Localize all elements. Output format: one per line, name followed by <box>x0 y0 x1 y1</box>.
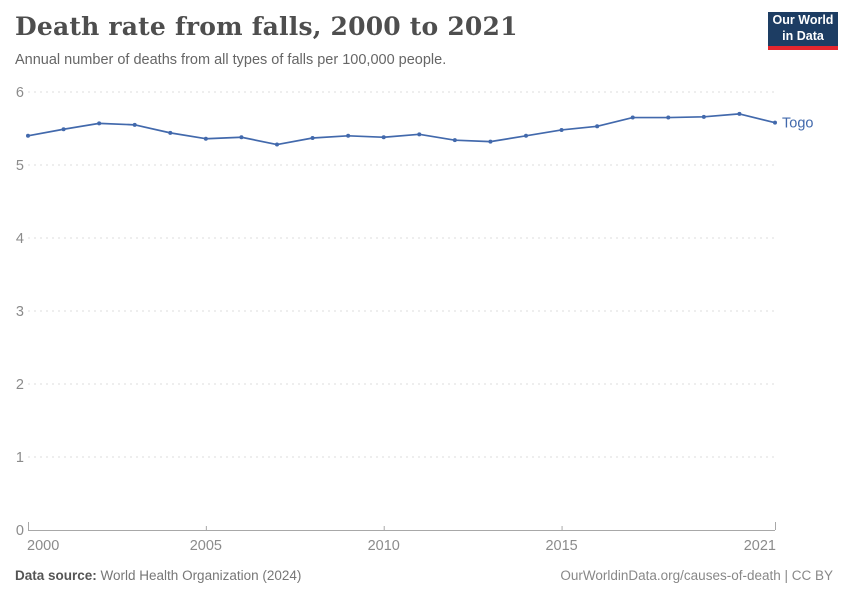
data-source-label: Data source: <box>15 568 97 583</box>
data-point[interactable] <box>26 133 30 138</box>
data-point[interactable] <box>701 114 706 119</box>
data-source-note: Data source: World Health Organization (… <box>15 568 301 583</box>
data-source-text: World Health Organization (2024) <box>96 568 302 583</box>
data-point[interactable] <box>488 139 493 144</box>
data-point[interactable] <box>132 122 137 127</box>
data-point[interactable] <box>452 138 457 143</box>
data-point[interactable] <box>773 120 777 125</box>
y-axis-tick-label: 0 <box>16 523 24 539</box>
y-axis-tick-label: 2 <box>16 377 24 393</box>
data-point[interactable] <box>381 135 386 140</box>
x-axis-tick-label: 2015 <box>545 538 577 554</box>
data-point[interactable] <box>346 133 351 138</box>
data-point[interactable] <box>595 124 600 129</box>
y-axis-tick-label: 5 <box>16 158 24 174</box>
series-line-togo <box>27 113 776 146</box>
data-point[interactable] <box>239 135 244 140</box>
owid-logo[interactable]: Our World in Data <box>768 12 838 50</box>
data-point[interactable] <box>524 133 528 138</box>
data-point[interactable] <box>275 142 279 147</box>
data-point[interactable] <box>417 132 422 137</box>
x-axis-tick-label: 2005 <box>190 538 222 554</box>
series-label-togo[interactable]: Togo <box>782 116 813 132</box>
owid-citation-link[interactable]: OurWorldinData.org/causes-of-death | CC … <box>560 568 833 583</box>
y-axis-tick-label: 4 <box>16 231 24 247</box>
x-axis-tick-label: 2000 <box>27 538 59 554</box>
data-point[interactable] <box>97 121 102 126</box>
data-point[interactable] <box>666 115 671 120</box>
data-point[interactable] <box>630 115 635 120</box>
x-axis-tick-label: 2021 <box>744 538 776 554</box>
x-axis-tick-label: 2010 <box>368 538 400 554</box>
page-title: Death rate from falls, 2000 to 2021 <box>15 12 518 41</box>
owid-logo-line2: in Data <box>782 29 824 43</box>
data-point[interactable] <box>168 130 173 135</box>
y-axis-tick-label: 3 <box>16 304 24 320</box>
data-point[interactable] <box>310 135 315 140</box>
data-point[interactable] <box>61 127 66 132</box>
owid-logo-line1: Our World <box>772 13 834 28</box>
data-point[interactable] <box>559 127 564 132</box>
page-subtitle: Annual number of deaths from all types o… <box>15 52 447 68</box>
data-point[interactable] <box>203 136 208 141</box>
data-point[interactable] <box>737 111 742 116</box>
y-axis-tick-label: 6 <box>16 85 24 101</box>
chart-footer: Data source: World Health Organization (… <box>15 568 833 583</box>
y-axis-tick-label: 1 <box>16 450 24 466</box>
